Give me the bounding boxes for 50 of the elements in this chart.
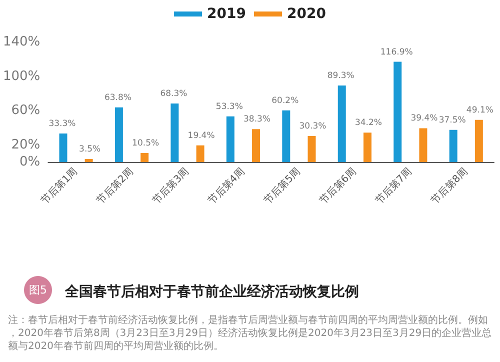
bar [252,129,260,162]
bar [84,159,93,162]
y-tick-label: 100% [2,68,40,84]
data-label: 3.5% [79,144,101,154]
bar [308,136,316,162]
data-label: 49.1% [466,105,494,116]
data-label: 60.2% [272,96,299,106]
y-tick-label: 20% [11,137,40,152]
y-tick-label: 60% [11,103,40,118]
bar [114,107,123,162]
bar [394,62,402,162]
bar [474,120,483,162]
data-label: 63.8% [104,92,132,103]
x-tick-label: 节后第4周 [206,165,248,207]
caption: 图5 [29,284,47,296]
data-label: 33.3% [48,118,76,129]
bar [419,128,428,162]
data-label: 34.2% [354,118,382,128]
bar [196,145,204,162]
bar [282,110,290,162]
x-tick-label: 节后第3周 [150,165,192,207]
bar [363,132,372,162]
data-label: 53.3% [216,102,243,112]
x-tick-label: 节后第6周 [317,165,359,207]
data-label: 89.3% [327,70,354,81]
bar [59,133,68,162]
bar [140,153,149,162]
bar [226,116,234,162]
x-tick-label: 节后第8周 [428,165,470,207]
data-label: 39.4% [410,114,438,124]
data-label: 38.3% [244,114,271,125]
legend-label: 2020 [287,6,326,22]
x-tick-label: 节后第7周 [373,165,414,207]
legend-label: 2019 [207,6,246,22]
data-label: 68.3% [160,88,188,99]
y-tick-label: 140% [2,34,40,50]
text: 全国春节后相对于春节前企业经济活动恢复比例 [64,283,359,300]
x-tick-label: 节后第5周 [262,165,303,207]
data-label: 30.3% [299,122,326,132]
data-label: 19.4% [188,130,215,141]
data-label: 37.5% [438,115,466,126]
text: 注：春节后相对于春节前经济活动恢复比例，是指春节后周营业额与春节前四周的平均周营业额的比例。例如，2020年春节后第8周（3月23日至3月29日）经济活动恢复比例是2020年3月23日至3月29日的企业营业总额与2020年春节前四周的平均周营业额的比例。 [8,314,492,352]
data-label: 116.9% [380,47,413,58]
bar [338,85,346,162]
bar [170,103,179,162]
data-label: 10.5% [132,138,160,148]
bar [449,130,458,162]
x-tick-label: 节后第2周 [94,165,136,207]
x-tick-label: 节后第1周 [38,165,80,207]
y-tick-label: 0% [20,154,40,170]
